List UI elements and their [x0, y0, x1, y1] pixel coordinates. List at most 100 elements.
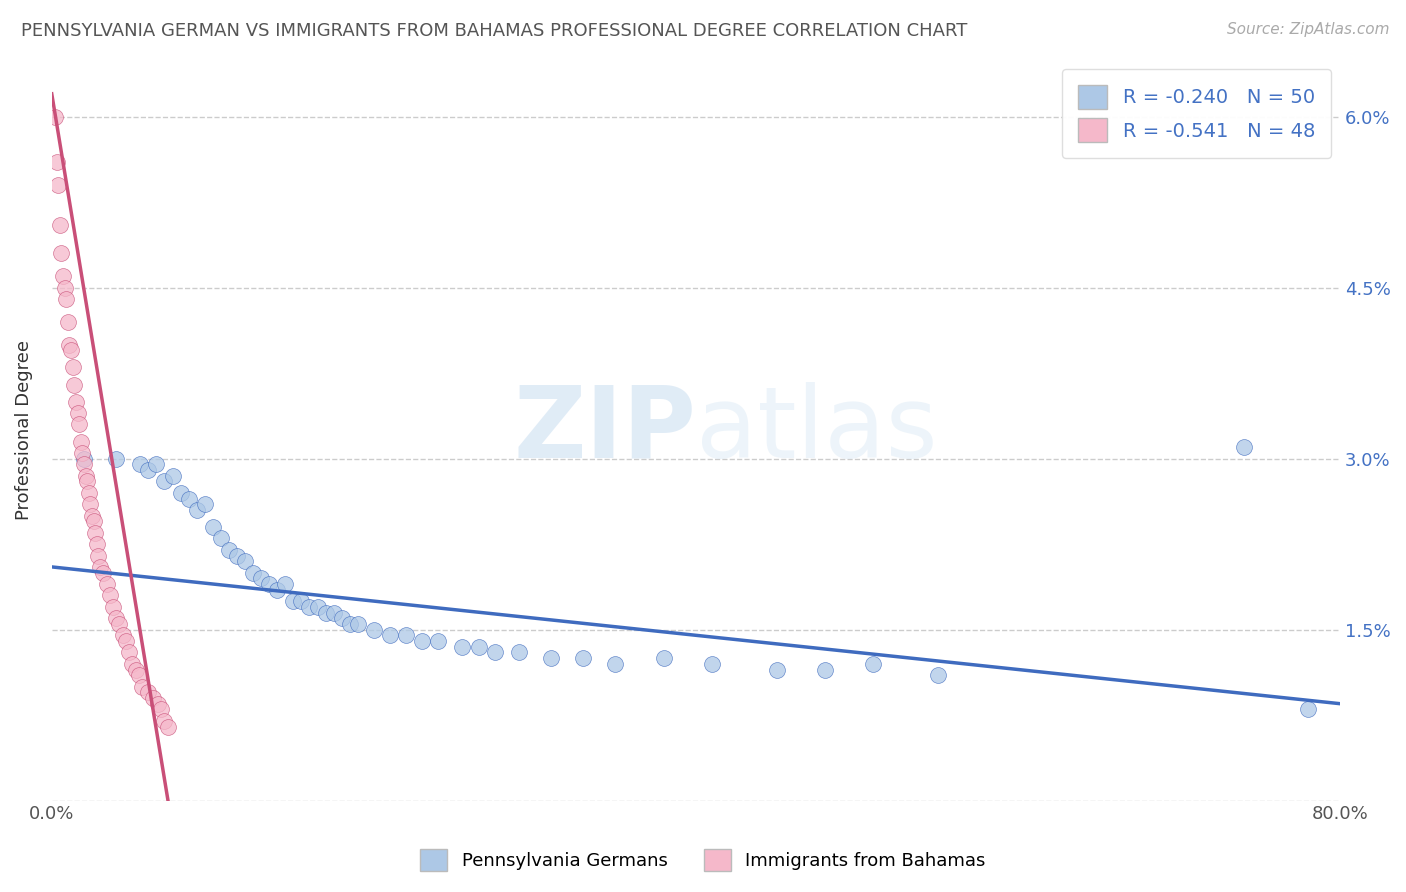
Point [76, 475, 98, 489]
Point [540, 651, 562, 665]
Point [101, 599, 124, 614]
Point [1296, 702, 1319, 716]
Point [233, 554, 256, 568]
Point [108, 616, 131, 631]
Point [605, 657, 627, 671]
Point [63, 377, 86, 392]
Point [53, 280, 76, 294]
Point [700, 657, 723, 671]
Point [138, 685, 160, 699]
Point [66, 406, 89, 420]
Point [46, 178, 69, 192]
Text: PENNSYLVANIA GERMAN VS IMMIGRANTS FROM BAHAMAS PROFESSIONAL DEGREE CORRELATION C: PENNSYLVANIA GERMAN VS IMMIGRANTS FROM B… [21, 22, 967, 40]
Point [52, 269, 75, 284]
Point [80, 508, 103, 523]
Point [153, 714, 176, 728]
Point [765, 663, 787, 677]
Point [572, 651, 595, 665]
Point [201, 520, 224, 534]
Point [60, 343, 83, 358]
Point [395, 628, 418, 642]
Point [427, 634, 450, 648]
Point [250, 571, 273, 585]
Legend: Pennsylvania Germans, Immigrants from Bahamas: Pennsylvania Germans, Immigrants from Ba… [413, 842, 993, 879]
Point [226, 549, 249, 563]
Point [283, 594, 305, 608]
Point [86, 537, 108, 551]
Text: atlas: atlas [696, 382, 938, 479]
Point [378, 628, 401, 642]
Point [128, 668, 150, 682]
Point [862, 657, 884, 671]
Point [1233, 440, 1256, 454]
Point [89, 560, 111, 574]
Point [131, 680, 153, 694]
Point [73, 458, 96, 472]
Point [156, 719, 179, 733]
Point [56, 315, 79, 329]
Point [91, 566, 114, 580]
Point [142, 691, 165, 706]
Point [153, 475, 176, 489]
Point [111, 628, 134, 642]
Point [124, 663, 146, 677]
Y-axis label: Professional Degree: Professional Degree [15, 340, 32, 520]
Point [65, 394, 87, 409]
Point [467, 640, 489, 654]
Point [72, 446, 94, 460]
Point [146, 697, 169, 711]
Point [298, 599, 321, 614]
Point [62, 360, 84, 375]
Point [118, 645, 141, 659]
Point [51, 246, 73, 260]
Point [363, 623, 385, 637]
Point [257, 577, 280, 591]
Text: Source: ZipAtlas.com: Source: ZipAtlas.com [1226, 22, 1389, 37]
Point [218, 542, 240, 557]
Point [169, 485, 191, 500]
Point [411, 634, 433, 648]
Point [186, 503, 208, 517]
Point [145, 458, 167, 472]
Point [242, 566, 264, 580]
Point [75, 468, 97, 483]
Point [346, 616, 368, 631]
Point [121, 657, 143, 671]
Point [83, 514, 105, 528]
Point [927, 668, 949, 682]
Point [44, 110, 66, 124]
Point [49, 218, 72, 232]
Point [79, 497, 101, 511]
Point [105, 611, 128, 625]
Point [266, 582, 288, 597]
Point [194, 497, 217, 511]
Point [150, 702, 173, 716]
Point [209, 532, 232, 546]
Point [96, 577, 118, 591]
Point [322, 606, 344, 620]
Point [45, 155, 67, 169]
Point [138, 463, 160, 477]
Point [129, 458, 152, 472]
Point [162, 468, 184, 483]
Point [177, 491, 200, 506]
Point [274, 577, 297, 591]
Point [330, 611, 353, 625]
Point [67, 417, 90, 432]
Point [58, 337, 80, 351]
Point [508, 645, 530, 659]
Point [98, 589, 121, 603]
Point [451, 640, 474, 654]
Point [69, 434, 91, 449]
Point [290, 594, 312, 608]
Point [77, 485, 100, 500]
Point [115, 634, 138, 648]
Point [84, 525, 107, 540]
Point [105, 451, 128, 466]
Point [55, 292, 77, 306]
Point [73, 451, 96, 466]
Text: ZIP: ZIP [513, 382, 696, 479]
Point [814, 663, 837, 677]
Point [87, 549, 110, 563]
Point [315, 606, 337, 620]
